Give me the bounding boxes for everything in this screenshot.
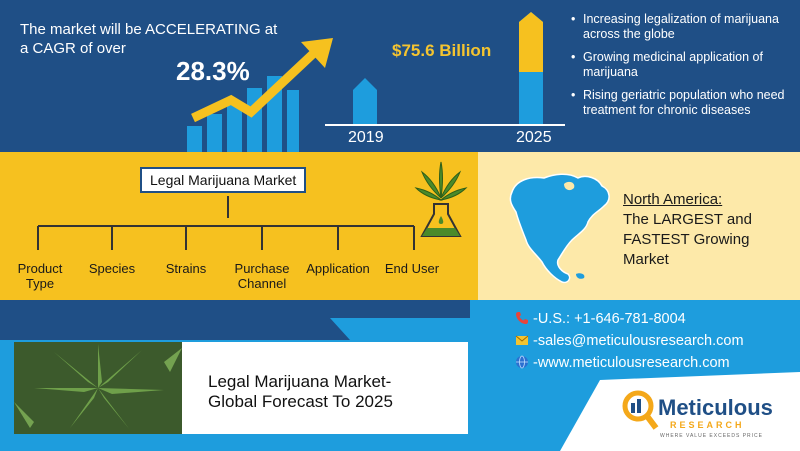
segmentation-tree-lines (37, 196, 415, 250)
email-icon (515, 335, 529, 345)
phone-number: -U.S.: +1-646-781-8004 (533, 311, 686, 327)
market-value-label: $75.6 Billion (392, 41, 492, 60)
phone-icon (516, 312, 528, 324)
growth-arrow-icon (187, 38, 333, 152)
segmentation-title: Legal Marijuana Market (140, 167, 307, 193)
forecast-line-1: Legal Marijuana Market- (208, 372, 392, 391)
north-america-map-icon (509, 173, 610, 284)
website-url: -www.meticulousresearch.com (533, 355, 730, 371)
cagr-value: 28.3% (176, 56, 250, 86)
contact-email[interactable]: -sales@meticulousresearch.com (515, 333, 744, 349)
segment-purchase-channel: Purchase Channel (234, 261, 290, 291)
region-description: The LARGEST and FASTEST Growing Market (623, 211, 752, 268)
cannabis-leaf-icon (414, 161, 468, 237)
drivers-list: Increasing legalization of marijuana acr… (567, 12, 797, 126)
contact-phone[interactable]: -U.S.: +1-646-781-8004 (515, 311, 686, 327)
year-end-label: 2025 (516, 129, 552, 146)
region-highlight: North America: The LARGEST and FASTEST G… (623, 190, 793, 270)
segment-end-user: End User (384, 261, 440, 276)
segment-product-type: Product Type (17, 261, 63, 291)
bottom-dark-shape (0, 300, 470, 340)
segment-application: Application (306, 261, 370, 276)
driver-item: Growing medicinal application of marijua… (567, 50, 797, 80)
baseline-divider (325, 124, 565, 126)
year-start-label: 2019 (348, 129, 384, 146)
driver-item: Increasing legalization of marijuana acr… (567, 12, 797, 42)
globe-icon (516, 355, 528, 369)
driver-item: Rising geriatric population who need tre… (567, 88, 797, 118)
email-address: -sales@meticulousresearch.com (533, 333, 744, 349)
logo-wordmark: Meticulous (658, 395, 773, 420)
segment-species: Species (88, 261, 136, 276)
forecast-line-2: Global Forecast To 2025 (208, 392, 393, 411)
logo-subtitle: RESEARCH (670, 420, 745, 430)
contact-website[interactable]: -www.meticulousresearch.com (515, 355, 730, 371)
cannabis-plant-image (14, 342, 182, 434)
logo-tagline: WHERE VALUE EXCEEDS PRICE (660, 433, 763, 439)
bar-2019 (353, 78, 377, 124)
headline: The market will be ACCELERATING at a CAG… (20, 21, 278, 57)
meticulous-logo-icon (622, 390, 659, 430)
segment-strains: Strains (165, 261, 207, 276)
logo-background (560, 372, 800, 451)
forecast-title: Legal Marijuana Market- Global Forecast … (208, 372, 468, 412)
market-size-bars (353, 12, 543, 124)
forecast-box (182, 342, 468, 434)
region-name: North America: (623, 191, 723, 208)
